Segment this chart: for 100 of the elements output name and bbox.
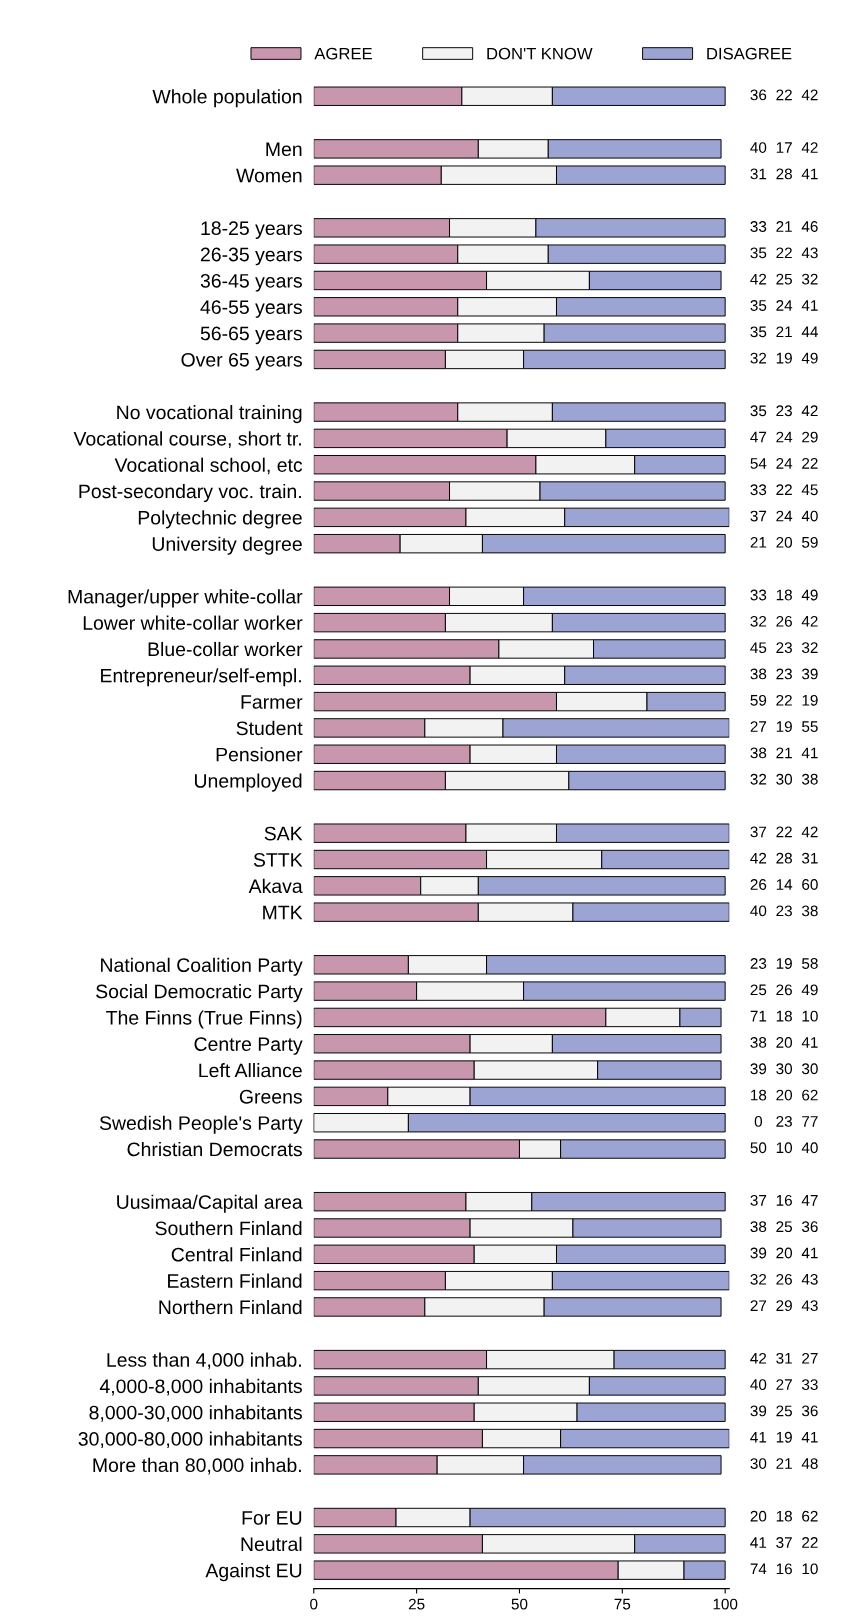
y-tick-label: More than 80,000 inhab. bbox=[93, 1457, 301, 1475]
data-label: 32 bbox=[750, 352, 767, 364]
data-label: 37 bbox=[750, 1194, 767, 1206]
data-label: 25 bbox=[750, 984, 767, 996]
y-tick-label: SAK bbox=[264, 826, 303, 841]
data-label: 42 bbox=[801, 89, 818, 101]
data-label: 28 bbox=[776, 168, 792, 180]
y-tick-label: Whole population bbox=[152, 89, 302, 108]
data-label: 22 bbox=[776, 484, 792, 495]
x-tick-label: 75 bbox=[614, 1598, 631, 1610]
data-label: 29 bbox=[802, 431, 818, 443]
data-label: 38 bbox=[750, 1037, 767, 1048]
data-label: 21 bbox=[776, 747, 792, 759]
x-tick-label: 25 bbox=[408, 1598, 425, 1610]
data-label: 22 bbox=[776, 826, 792, 838]
data-label: 26 bbox=[750, 879, 767, 890]
y-tick-label: Post-secondary voc. train. bbox=[79, 483, 301, 503]
data-label: 41 bbox=[801, 747, 818, 759]
y-tick-label: STTK bbox=[253, 852, 303, 867]
data-label: 40 bbox=[750, 142, 767, 153]
data-label: 62 bbox=[802, 1089, 818, 1101]
data-label: 23 bbox=[776, 905, 792, 917]
data-label: 14 bbox=[776, 879, 793, 890]
data-label: 21 bbox=[750, 536, 767, 548]
data-label: 43 bbox=[801, 1300, 818, 1312]
y-tick-label: Against EU bbox=[205, 1563, 302, 1582]
y-tick-label: Pensioner bbox=[216, 747, 303, 762]
data-label: 23 bbox=[750, 958, 767, 969]
data-label: 45 bbox=[801, 484, 818, 496]
data-label: 29 bbox=[776, 1300, 792, 1312]
data-label: 19 bbox=[802, 694, 818, 706]
y-tick-label: For EU bbox=[242, 1511, 302, 1525]
data-label: 32 bbox=[750, 773, 767, 785]
data-label: 30 bbox=[750, 1458, 767, 1469]
data-label: 31 bbox=[776, 1352, 792, 1364]
data-label: 33 bbox=[801, 1379, 818, 1391]
data-label: 26 bbox=[776, 1273, 792, 1285]
data-label: 43 bbox=[801, 247, 818, 259]
data-label: 41 bbox=[801, 300, 818, 311]
y-tick-label: Entrepreneur/self-empl. bbox=[101, 668, 301, 687]
data-label: 28 bbox=[776, 852, 792, 864]
y-tick-label: Social Democratic Party bbox=[96, 984, 303, 1003]
data-label: 35 bbox=[750, 300, 767, 311]
data-label: 43 bbox=[801, 1273, 818, 1285]
legend-label: DISAGREE bbox=[707, 47, 792, 60]
y-tick-label: University degree bbox=[152, 536, 302, 555]
data-label: 25 bbox=[776, 273, 792, 285]
y-tick-label: Greens bbox=[239, 1089, 302, 1104]
data-label: 24 bbox=[776, 458, 793, 469]
data-label: 59 bbox=[750, 694, 767, 706]
data-label: 16 bbox=[776, 1194, 792, 1206]
y-tick-label: 36-45 years bbox=[200, 273, 302, 292]
data-label: 42 bbox=[801, 826, 818, 838]
data-label: 19 bbox=[776, 1431, 792, 1443]
data-label: 39 bbox=[750, 1405, 767, 1417]
y-tick-label: Swedish People's Party bbox=[99, 1115, 303, 1134]
y-tick-label: The Finns (True Finns) bbox=[106, 1010, 302, 1029]
data-label: 18 bbox=[776, 1510, 792, 1522]
data-label: 41 bbox=[801, 1247, 818, 1259]
data-label: 40 bbox=[750, 1379, 767, 1391]
data-label: 22 bbox=[776, 89, 792, 101]
data-label: 22 bbox=[776, 247, 792, 259]
data-label: 27 bbox=[750, 721, 767, 732]
y-tick-label: Farmer bbox=[241, 695, 303, 709]
data-label: 27 bbox=[750, 1300, 767, 1311]
y-tick-label: Northern Finland bbox=[159, 1299, 302, 1315]
data-label: 46 bbox=[801, 221, 818, 232]
data-label: 48 bbox=[801, 1458, 818, 1469]
data-label: 45 bbox=[750, 642, 767, 654]
data-label: 10 bbox=[802, 1563, 818, 1575]
data-label: 40 bbox=[750, 905, 767, 917]
data-label: 18 bbox=[776, 1010, 792, 1022]
data-label: 36 bbox=[801, 1405, 818, 1417]
data-label: 10 bbox=[802, 1010, 818, 1022]
data-label: 20 bbox=[776, 536, 793, 548]
data-label: 23 bbox=[776, 405, 792, 417]
data-label: 38 bbox=[801, 773, 818, 785]
data-label: 24 bbox=[776, 300, 793, 311]
x-tick-label: 0 bbox=[310, 1598, 318, 1610]
y-tick-label: Blue-collar worker bbox=[148, 641, 303, 657]
y-tick-label: Lower white-collar worker bbox=[83, 615, 303, 630]
data-label: 77 bbox=[802, 1116, 818, 1127]
data-label: 27 bbox=[802, 1352, 818, 1364]
data-label: 17 bbox=[776, 142, 792, 153]
legend-label: DON'T KNOW bbox=[487, 47, 593, 60]
data-label: 20 bbox=[776, 1037, 793, 1048]
data-label: 32 bbox=[801, 273, 818, 285]
data-label: 47 bbox=[750, 431, 767, 443]
data-label: 22 bbox=[776, 694, 792, 706]
y-tick-label: Central Finland bbox=[171, 1247, 302, 1262]
data-label: 21 bbox=[776, 326, 792, 338]
data-label: 23 bbox=[776, 642, 792, 654]
y-tick-label: 56-65 years bbox=[200, 326, 302, 345]
data-label: 55 bbox=[802, 721, 818, 733]
y-tick-label: Left Alliance bbox=[199, 1063, 302, 1078]
y-tick-label: Eastern Finland bbox=[168, 1273, 302, 1288]
data-label: 35 bbox=[750, 405, 767, 417]
data-label: 71 bbox=[750, 1010, 767, 1022]
data-label: 38 bbox=[801, 905, 818, 917]
y-tick-label: Over 65 years bbox=[181, 352, 302, 371]
